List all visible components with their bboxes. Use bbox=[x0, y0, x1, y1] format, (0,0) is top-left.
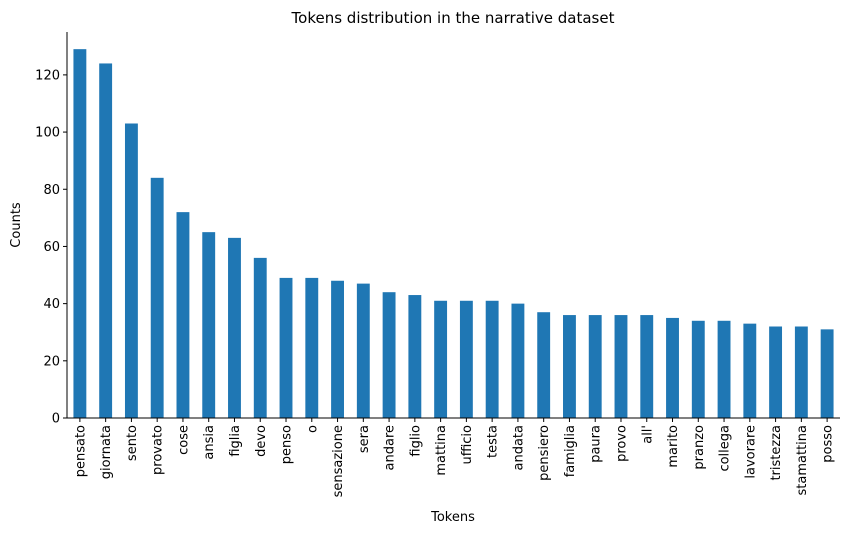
bar bbox=[588, 315, 602, 418]
bar bbox=[356, 283, 370, 418]
y-tick-label: 60 bbox=[43, 240, 60, 255]
y-tick-label: 80 bbox=[43, 183, 60, 198]
bar bbox=[150, 177, 164, 418]
bar bbox=[382, 292, 396, 418]
x-tick-label: sensazione bbox=[331, 425, 346, 497]
x-tick-label: tristezza bbox=[769, 425, 784, 481]
x-tick-label: paura bbox=[589, 425, 604, 463]
plot-area: 0 20 40 60 80 100 120 pensato giornata sento prova… bbox=[35, 32, 840, 497]
x-tick-label: lavorare bbox=[743, 425, 758, 479]
x-tick-label: mattina bbox=[434, 425, 449, 476]
y-axis-label: Counts bbox=[9, 202, 24, 248]
bar bbox=[73, 49, 87, 419]
chart-title: Tokens distribution in the narrative dat… bbox=[291, 9, 615, 27]
x-tick-label: andata bbox=[511, 425, 526, 471]
x-tick-label: o bbox=[305, 425, 320, 433]
y-tick-label: 40 bbox=[43, 297, 60, 312]
bar bbox=[640, 315, 654, 418]
bar bbox=[434, 300, 448, 418]
x-tick-label: figlio bbox=[408, 425, 423, 457]
x-tick-label: sera bbox=[357, 425, 372, 453]
x-tick-label: pensiero bbox=[537, 425, 552, 481]
x-tick-label: all' bbox=[640, 425, 655, 444]
y-tick-label: 20 bbox=[43, 354, 60, 369]
x-tick-label: provo bbox=[614, 425, 629, 462]
x-tick-label: posso bbox=[821, 425, 836, 463]
x-tick-label: penso bbox=[280, 425, 295, 464]
bar bbox=[99, 63, 113, 419]
bar bbox=[253, 257, 267, 418]
bar bbox=[124, 123, 138, 418]
bar bbox=[794, 326, 808, 418]
x-tick-label: famiglia bbox=[563, 425, 578, 477]
bar bbox=[537, 312, 551, 418]
x-tick-label: collega bbox=[718, 425, 733, 472]
bar bbox=[408, 295, 422, 418]
bar bbox=[614, 315, 628, 418]
bar bbox=[279, 277, 293, 418]
bar bbox=[459, 300, 473, 418]
bar bbox=[511, 303, 525, 418]
bar bbox=[666, 317, 679, 418]
x-tick-label: provato bbox=[151, 425, 166, 475]
x-tick-label: devo bbox=[254, 425, 269, 457]
y-tick-label: 0 bbox=[52, 412, 60, 427]
x-tick-label: ansia bbox=[202, 425, 217, 460]
y-tick-label: 120 bbox=[35, 68, 60, 83]
x-tick-label: andare bbox=[383, 425, 398, 470]
bar bbox=[691, 320, 705, 418]
x-tick-label: giornata bbox=[99, 425, 114, 479]
x-tick-label: pranzo bbox=[692, 425, 707, 470]
bar bbox=[485, 300, 499, 418]
y-tick-label: 100 bbox=[35, 126, 60, 141]
bar bbox=[769, 326, 783, 418]
bar bbox=[202, 232, 216, 418]
bar bbox=[331, 280, 344, 418]
bar bbox=[176, 212, 190, 418]
bar bbox=[305, 277, 319, 418]
x-tick-label: pensato bbox=[73, 425, 88, 477]
bar bbox=[743, 323, 757, 418]
bar bbox=[228, 237, 241, 418]
x-tick-label: ufficio bbox=[460, 425, 475, 465]
bar bbox=[717, 320, 731, 418]
x-axis-label: Tokens bbox=[430, 510, 475, 525]
bar bbox=[563, 315, 576, 418]
x-tick-label: marito bbox=[666, 425, 681, 468]
x-tick-label: testa bbox=[486, 425, 501, 458]
bar bbox=[820, 329, 834, 418]
x-tick-label: cose bbox=[176, 425, 191, 455]
x-tick-label: figlia bbox=[228, 425, 243, 457]
x-tick-label: stamattina bbox=[795, 425, 810, 495]
x-tick-label: sento bbox=[125, 425, 140, 461]
